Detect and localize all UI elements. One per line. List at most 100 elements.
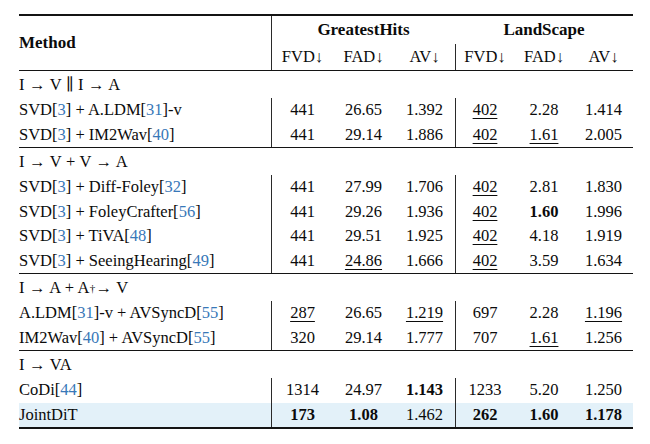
metric-value: 1.936	[394, 200, 455, 225]
method-name-text: SVD[	[19, 251, 58, 271]
citation-link[interactable]: 3	[58, 226, 66, 246]
metric-value: 402	[455, 249, 514, 274]
citation-link[interactable]: 49	[192, 251, 209, 271]
metric-value: 697	[455, 301, 514, 326]
metric-value-text: 1.706	[406, 177, 443, 197]
metric-value: 1.256	[574, 326, 633, 351]
metric-value: 262	[455, 403, 514, 428]
section-label-text: I → V + V → A	[19, 152, 128, 172]
section-label-text: I → A + A	[19, 278, 90, 298]
metric-value-text: 441	[290, 202, 315, 222]
citation-link[interactable]: 56	[179, 202, 196, 222]
metric-value: 29.14	[333, 123, 394, 148]
method-name-text: SVD[	[19, 100, 58, 120]
metric-value-text: 1.250	[585, 380, 622, 400]
method-name-text: SVD[	[19, 202, 58, 222]
metric-value: 402	[455, 175, 514, 200]
citation-link[interactable]: 3	[58, 202, 66, 222]
citation-link[interactable]: 48	[130, 226, 147, 246]
metric-value: 441	[272, 200, 333, 225]
metric-value-text: 29.51	[345, 226, 382, 246]
metric-value: 441	[272, 224, 333, 249]
section-label-text: I → V ∥ I → A	[19, 75, 120, 95]
metric-value-text: 1233	[469, 380, 502, 400]
method-cell: SVD[3] + FoleyCrafter[56]	[19, 200, 272, 225]
metric-value-text: 1.60	[530, 202, 559, 222]
metric-value-text: 287	[290, 303, 315, 323]
method-name-text: ] + SeeingHearing[	[66, 251, 193, 271]
table-row: A.LDM[31]-v + AVSyncD[55]28726.651.21969…	[19, 301, 633, 326]
method-name-text: ]	[210, 328, 216, 348]
metric-value: 320	[272, 326, 333, 351]
citation-link[interactable]: 40	[83, 328, 100, 348]
table-body: I → V ∥ I → ASVD[3] + A.LDM[31]-v44126.6…	[19, 71, 633, 427]
metric-value-text: 1.61	[530, 328, 559, 348]
method-name-text: CoDi[	[19, 380, 60, 400]
metric-value-text: 1.61	[530, 125, 559, 145]
metric-value: 1.706	[394, 175, 455, 200]
metric-value: 402	[455, 224, 514, 249]
citation-link[interactable]: 31	[146, 100, 163, 120]
method-cell: SVD[3] + TiVA[48]	[19, 224, 272, 249]
citation-link[interactable]: 44	[60, 380, 77, 400]
table-row: SVD[3] + SeeingHearing[49]44124.861.6664…	[19, 249, 633, 274]
metric-value-text: 1.886	[406, 125, 443, 145]
metric-value-text: 4.18	[530, 226, 559, 246]
metric-value: 1.886	[394, 123, 455, 148]
table-row: SVD[3] + A.LDM[31]-v44126.651.3924022.28…	[19, 98, 633, 123]
metric-value-text: 5.20	[530, 380, 559, 400]
citation-link[interactable]: 40	[153, 125, 170, 145]
metric-value: 24.97	[333, 378, 394, 403]
citation-link[interactable]: 55	[202, 303, 219, 323]
metric-value: 441	[272, 175, 333, 200]
metric-value: 173	[272, 403, 333, 428]
method-cell: A.LDM[31]-v + AVSyncD[55]	[19, 301, 272, 326]
citation-link[interactable]: 31	[77, 303, 94, 323]
metric-value: 1.178	[574, 403, 633, 428]
method-cell: SVD[3] + Diff-Foley[32]	[19, 175, 272, 200]
metric-value-text: 1.256	[585, 328, 622, 348]
metric-value-text: 441	[290, 226, 315, 246]
metric-value: 1314	[272, 378, 333, 403]
method-name-text: ]-v + AVSyncD[	[94, 303, 202, 323]
metric-value-text: 24.97	[345, 380, 382, 400]
metric-value-text: 29.14	[345, 328, 382, 348]
citation-link[interactable]: 3	[58, 125, 66, 145]
metric-value-text: 1.777	[406, 328, 443, 348]
citation-link[interactable]: 32	[165, 177, 182, 197]
metric-value: 27.99	[333, 175, 394, 200]
method-cell: SVD[3] + SeeingHearing[49]	[19, 249, 272, 274]
method-name-text: ] + Diff-Foley[	[66, 177, 165, 197]
metric-value: 5.20	[514, 378, 574, 403]
metric-value-text: 2.28	[530, 100, 559, 120]
section-label-text: I → VA	[19, 355, 72, 375]
table-header: Method GreatestHits LandScape FVD↓ FAD↓ …	[19, 16, 633, 70]
column-header-fvd: FVD↓	[272, 44, 333, 70]
metric-value: 2.005	[574, 123, 633, 148]
citation-link[interactable]: 3	[58, 177, 66, 197]
metric-value: 287	[272, 301, 333, 326]
table-row: SVD[3] + FoleyCrafter[56]44129.261.93640…	[19, 200, 633, 225]
metric-value-text: 402	[473, 251, 498, 271]
citation-link[interactable]: 55	[194, 328, 211, 348]
metric-value: 1.60	[514, 403, 574, 428]
citation-link[interactable]: 3	[58, 251, 66, 271]
metric-value: 1.919	[574, 224, 633, 249]
section-label-text: → V	[95, 278, 128, 298]
metric-value-text: 26.65	[345, 100, 382, 120]
metric-value: 441	[272, 249, 333, 274]
metric-value-text: 441	[290, 100, 315, 120]
metric-value: 1.996	[574, 200, 633, 225]
section-label: I → V + V → A	[19, 148, 633, 175]
metric-value-text: 441	[290, 177, 315, 197]
metric-value-text: 1.925	[406, 226, 443, 246]
citation-link[interactable]: 3	[58, 100, 66, 120]
metric-value-text: 2.005	[585, 125, 622, 145]
metric-value-text: 707	[473, 328, 498, 348]
method-name-text: ] + IM2Wav[	[66, 125, 153, 145]
method-name-text: ] + TiVA[	[66, 226, 130, 246]
metric-value-text: 402	[473, 202, 498, 222]
metric-value: 24.86	[333, 249, 394, 274]
metric-value-text: 2.81	[530, 177, 559, 197]
column-header-av: AV↓	[574, 44, 633, 70]
